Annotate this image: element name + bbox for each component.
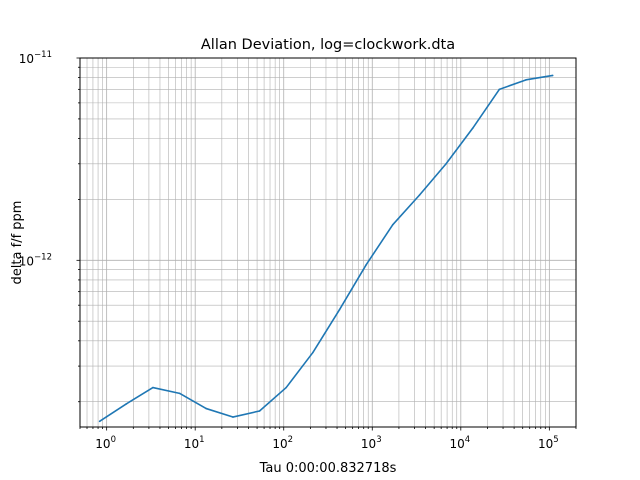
data-point: [152, 386, 154, 389]
x-tick-label: 105: [538, 435, 559, 451]
data-point: [525, 79, 527, 81]
data-point: [551, 74, 554, 77]
y-tick-label: 10−11: [19, 50, 52, 66]
data-point: [232, 416, 234, 418]
x-tick-label: 102: [272, 435, 293, 451]
data-point: [285, 386, 287, 389]
data-point: [338, 308, 341, 311]
y-tick-label: 10−12: [19, 252, 52, 268]
x-tick-label: 101: [184, 435, 205, 451]
series-layer: [98, 74, 554, 423]
data-point: [125, 403, 128, 405]
data-point: [498, 88, 501, 91]
grid: [79, 57, 577, 427]
data-point: [312, 351, 314, 354]
data-point: [391, 223, 394, 226]
x-tick-label: 104: [449, 435, 470, 451]
data-point: [98, 420, 101, 423]
data-series-line: [99, 74, 553, 423]
y-axis-label: delta f/f ppm: [10, 201, 25, 285]
data-point: [178, 392, 181, 395]
data-point: [418, 194, 421, 196]
x-tick-label: 100: [95, 435, 116, 451]
plot-frame: [79, 57, 577, 428]
chart-title: Allan Deviation, log=clockwork.dta: [201, 37, 455, 53]
data-point: [365, 264, 367, 266]
data-point: [258, 410, 261, 412]
data-point: [205, 407, 208, 410]
data-point: [445, 162, 447, 165]
x-axis-label: Tau 0:00:00.832718s: [259, 461, 397, 476]
ticks: 100 101 102 103 104 105 10−12 10−11: [19, 50, 577, 451]
x-tick-label: 103: [361, 435, 382, 451]
data-point: [471, 127, 474, 129]
